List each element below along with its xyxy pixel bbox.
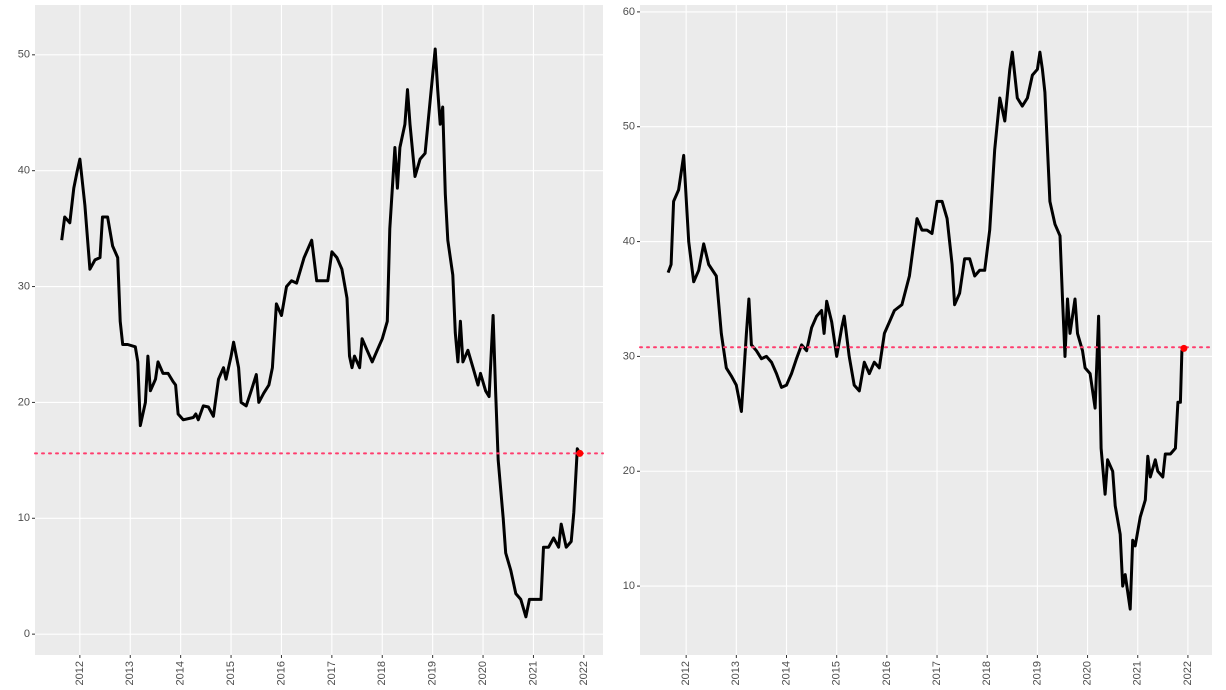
x-tick-label: 2014: [780, 661, 792, 685]
x-tick-label: 2022: [1182, 661, 1194, 685]
y-tick-label: 60: [623, 6, 635, 18]
x-tick-label: 2019: [1031, 661, 1043, 685]
y-tick-label: 40: [623, 235, 635, 247]
x-tick-label: 2019: [427, 661, 439, 685]
x-tick-label: 2021: [1132, 661, 1144, 685]
x-tick-label: 2016: [881, 661, 893, 685]
y-tick-label: 30: [623, 350, 635, 362]
last-point: [1180, 344, 1188, 352]
y-tick-label: 50: [18, 49, 30, 61]
x-tick-label: 2018: [376, 661, 388, 685]
x-tick-label: 2015: [225, 661, 237, 685]
panel-background: [640, 5, 1212, 655]
y-tick-label: 10: [18, 512, 30, 524]
x-tick-label: 2018: [981, 661, 993, 685]
x-tick-label: 2021: [527, 661, 539, 685]
last-point: [576, 449, 584, 457]
y-tick-label: 10: [623, 580, 635, 592]
y-tick-label: 40: [18, 165, 30, 177]
x-tick-label: 2012: [74, 661, 86, 685]
x-tick-label: 2017: [326, 661, 338, 685]
y-tick-label: 20: [623, 465, 635, 477]
data-line: [60, 47, 582, 619]
x-tick-label: 2016: [275, 661, 287, 685]
x-tick-label: 2012: [680, 661, 692, 685]
x-tick-label: 2022: [578, 661, 590, 685]
data-line: [666, 50, 1186, 611]
x-tick-label: 2013: [730, 661, 742, 685]
x-tick-label: 2020: [1081, 661, 1093, 685]
x-tick-label: 2014: [175, 661, 187, 685]
y-tick-label: 20: [18, 396, 30, 408]
x-tick-label: 2020: [477, 661, 489, 685]
x-tick-label: 2017: [931, 661, 943, 685]
panel-background: [35, 5, 603, 655]
y-tick-label: 50: [623, 121, 635, 133]
y-tick-label: 0: [24, 628, 30, 640]
x-tick-label: 2013: [124, 661, 136, 685]
x-tick-label: 2015: [831, 661, 843, 685]
y-tick-label: 30: [18, 280, 30, 292]
